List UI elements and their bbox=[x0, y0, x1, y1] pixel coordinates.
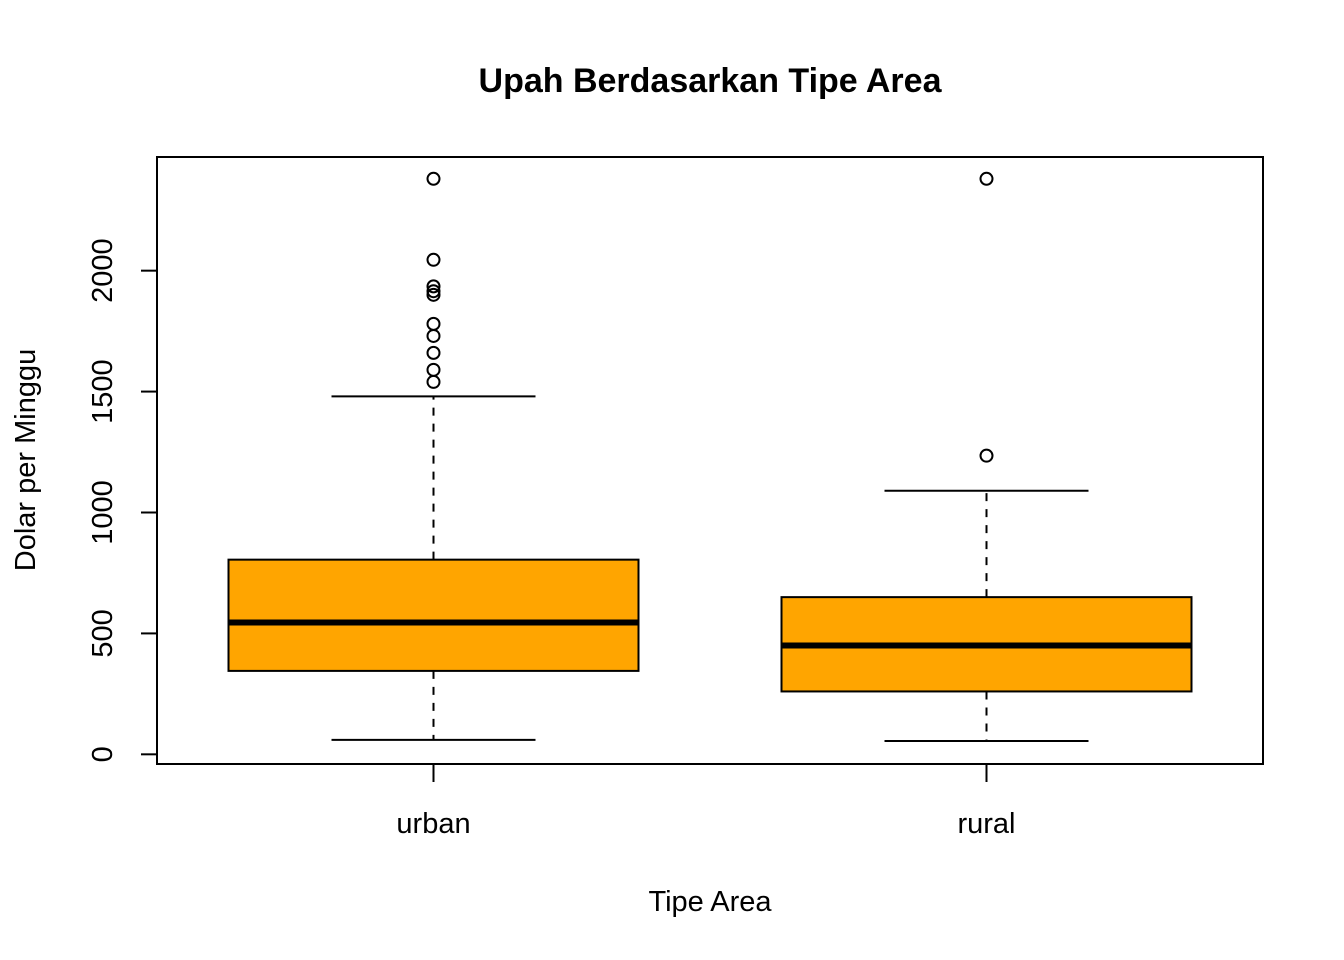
y-tick-label: 1000 bbox=[87, 480, 119, 545]
y-tick-label: 0 bbox=[87, 746, 119, 762]
box-urban bbox=[227, 171, 640, 741]
outlier-point bbox=[979, 448, 994, 463]
y-axis: 0 500 1000 1500 2000 bbox=[87, 238, 158, 762]
y-tick-label: 500 bbox=[87, 609, 119, 657]
outlier-point bbox=[426, 279, 441, 294]
box-group bbox=[227, 171, 1193, 743]
x-tick-label: urban bbox=[396, 808, 470, 840]
y-axis-label: Dolar per Minggu bbox=[10, 349, 42, 571]
outlier-point bbox=[426, 362, 441, 377]
x-axis-label: Tipe Area bbox=[648, 886, 772, 918]
chart-title: Upah Berdasarkan Tipe Area bbox=[479, 62, 943, 100]
outlier-point bbox=[426, 328, 441, 343]
y-tick-label: 2000 bbox=[87, 238, 119, 303]
outlier-point bbox=[426, 374, 441, 389]
outlier-point bbox=[426, 316, 441, 331]
y-tick-label: 1500 bbox=[87, 359, 119, 424]
x-tick-label: rural bbox=[957, 808, 1015, 840]
iqr-box bbox=[227, 558, 640, 672]
x-axis: urban rural bbox=[396, 764, 1016, 840]
outlier-point bbox=[426, 171, 441, 186]
outlier-point bbox=[426, 284, 441, 299]
box-rural bbox=[780, 171, 1193, 743]
outlier-point bbox=[979, 171, 994, 186]
outlier-point bbox=[426, 287, 441, 302]
outlier-point bbox=[426, 345, 441, 360]
outlier-point bbox=[426, 252, 441, 267]
